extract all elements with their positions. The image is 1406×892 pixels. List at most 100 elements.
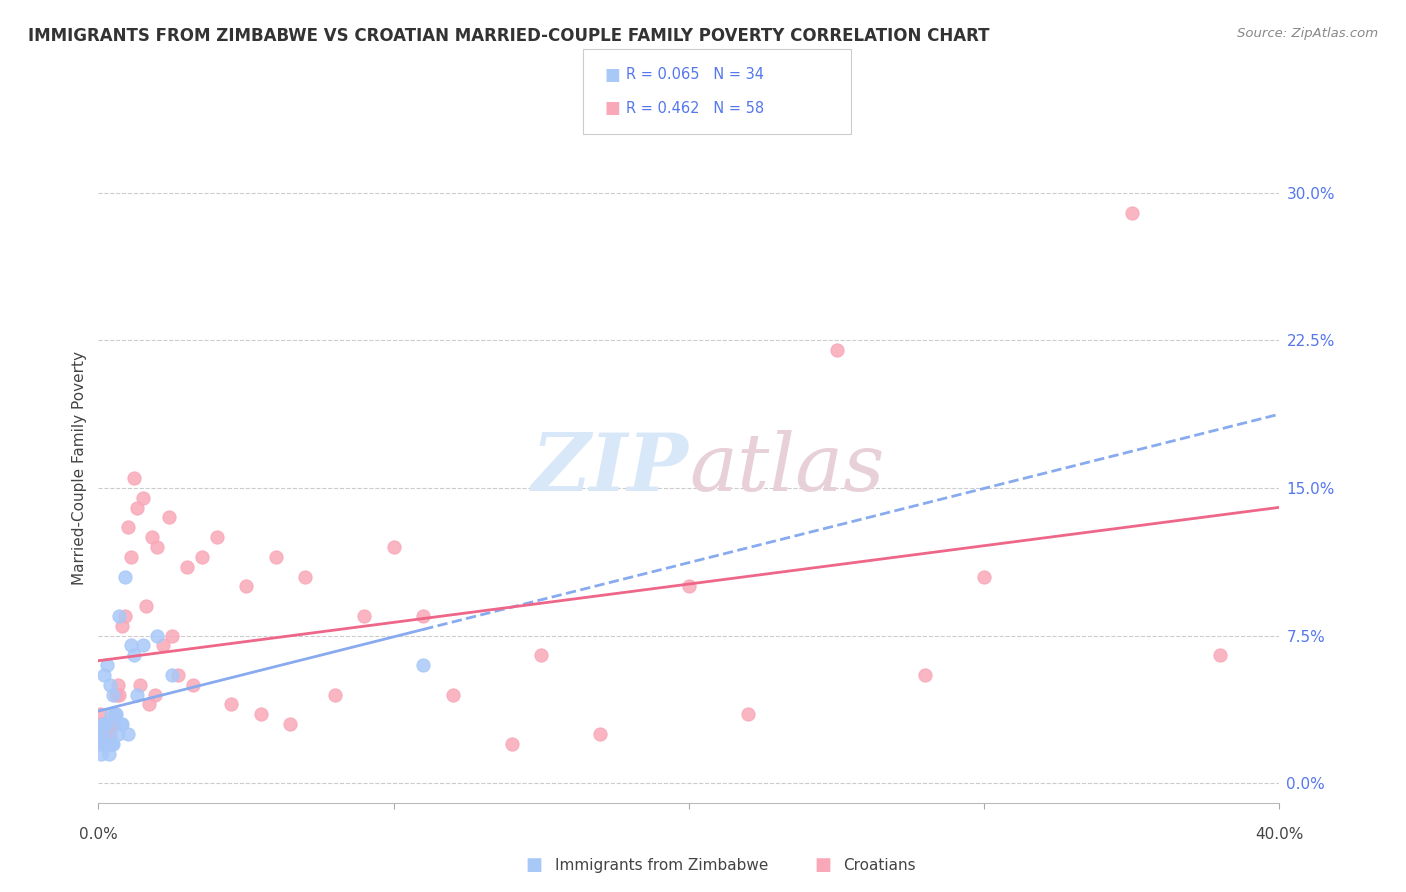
Point	[117, 727, 139, 741]
Point	[97, 747, 120, 761]
Text: Croatians: Croatians	[844, 858, 917, 872]
Point	[167, 668, 190, 682]
Text: R = 0.065   N = 34: R = 0.065 N = 34	[626, 67, 763, 82]
Point	[122, 648, 145, 663]
Point	[122, 471, 145, 485]
Point	[162, 668, 183, 682]
Point	[94, 727, 117, 741]
Point	[125, 500, 148, 515]
Point	[294, 569, 316, 583]
Point	[110, 717, 132, 731]
Point	[96, 717, 118, 731]
Point	[98, 737, 121, 751]
Point	[90, 727, 112, 741]
Point	[914, 668, 936, 682]
Point	[90, 747, 112, 761]
Point	[93, 717, 115, 731]
Point	[138, 698, 160, 712]
Point	[143, 688, 166, 702]
Point	[1121, 205, 1143, 219]
Point	[103, 688, 125, 702]
Point	[89, 707, 111, 722]
Point	[104, 707, 127, 722]
Point	[382, 540, 405, 554]
Point	[114, 608, 136, 623]
Point	[117, 520, 139, 534]
Point	[98, 727, 121, 741]
Point	[105, 688, 128, 702]
Point	[132, 491, 155, 505]
Point	[135, 599, 157, 613]
Text: atlas: atlas	[689, 430, 884, 507]
Point	[181, 678, 204, 692]
Point	[120, 549, 142, 564]
Text: ■: ■	[605, 66, 620, 84]
Point	[205, 530, 228, 544]
Point	[96, 658, 118, 673]
Text: ZIP: ZIP	[531, 430, 689, 507]
Text: IMMIGRANTS FROM ZIMBABWE VS CROATIAN MARRIED-COUPLE FAMILY POVERTY CORRELATION C: IMMIGRANTS FROM ZIMBABWE VS CROATIAN MAR…	[28, 27, 990, 45]
Point	[97, 737, 120, 751]
Point	[105, 707, 128, 722]
Point	[93, 668, 115, 682]
Point	[152, 639, 174, 653]
Point	[103, 717, 125, 731]
Text: ■: ■	[814, 856, 831, 874]
Point	[107, 678, 129, 692]
Point	[250, 707, 273, 722]
Point	[162, 629, 183, 643]
Point	[96, 717, 118, 731]
Point	[108, 608, 131, 623]
Point	[353, 608, 375, 623]
Point	[90, 717, 112, 731]
Point	[412, 608, 434, 623]
Point	[264, 549, 287, 564]
Point	[91, 737, 114, 751]
Text: 40.0%: 40.0%	[1256, 827, 1303, 841]
Point	[100, 717, 122, 731]
Point	[1209, 648, 1232, 663]
Point	[737, 707, 759, 722]
Point	[93, 727, 115, 741]
Point	[278, 717, 302, 731]
Point	[176, 559, 198, 574]
Point	[107, 727, 129, 741]
Point	[125, 688, 148, 702]
Point	[97, 737, 120, 751]
Point	[93, 727, 115, 741]
Point	[141, 530, 163, 544]
Point	[114, 569, 136, 583]
Point	[108, 688, 131, 702]
Point	[146, 540, 169, 554]
Point	[120, 639, 142, 653]
Point	[146, 629, 169, 643]
Text: ■: ■	[526, 856, 543, 874]
Point	[94, 737, 117, 751]
Point	[132, 639, 155, 653]
Point	[104, 707, 127, 722]
Point	[91, 737, 114, 751]
Point	[191, 549, 214, 564]
Point	[101, 737, 124, 751]
Point	[412, 658, 434, 673]
Point	[221, 698, 243, 712]
Point	[323, 688, 346, 702]
Point	[94, 717, 117, 731]
Text: Source: ZipAtlas.com: Source: ZipAtlas.com	[1237, 27, 1378, 40]
Point	[530, 648, 553, 663]
Text: ■: ■	[605, 99, 620, 117]
Point	[973, 569, 995, 583]
Point	[89, 727, 111, 741]
Point	[128, 678, 150, 692]
Point	[589, 727, 612, 741]
Point	[98, 678, 121, 692]
Text: Immigrants from Zimbabwe: Immigrants from Zimbabwe	[555, 858, 769, 872]
Point	[678, 579, 700, 593]
Point	[100, 707, 122, 722]
Point	[441, 688, 464, 702]
Point	[90, 737, 112, 751]
Point	[91, 717, 114, 731]
Point	[100, 737, 122, 751]
Point	[111, 717, 134, 731]
Point	[111, 618, 134, 632]
